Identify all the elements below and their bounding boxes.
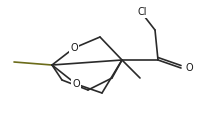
Text: O: O: [72, 79, 80, 89]
Text: O: O: [70, 43, 78, 53]
Text: Cl: Cl: [137, 7, 146, 17]
Text: O: O: [185, 63, 193, 73]
